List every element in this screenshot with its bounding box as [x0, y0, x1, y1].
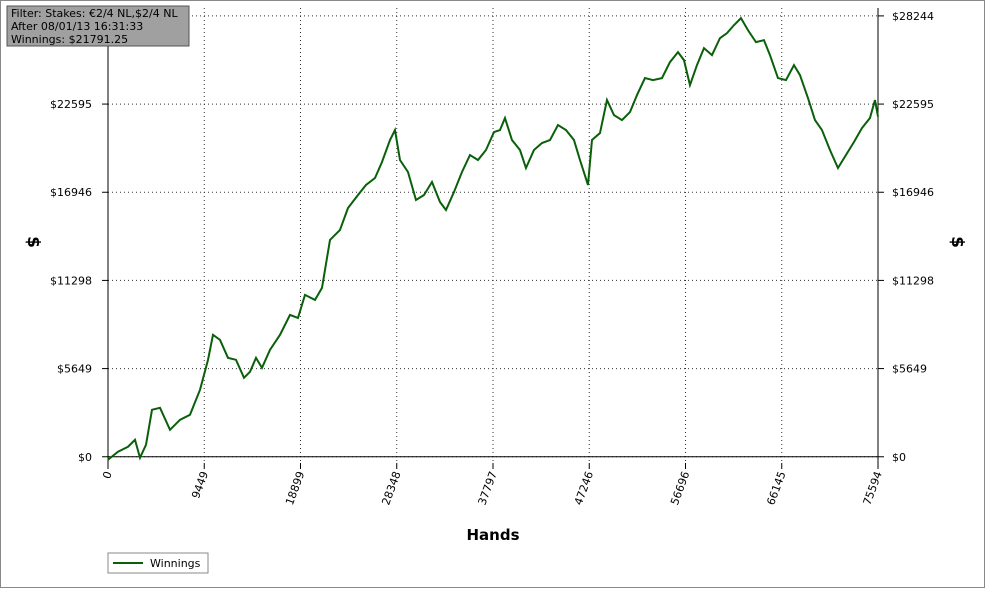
y2-tick-label: $16946 — [892, 186, 934, 199]
x-axis-title: Hands — [466, 526, 519, 544]
legend-box — [107, 552, 209, 574]
y-axis-title: $ — [23, 236, 43, 248]
info-line: Filter: Stakes: €2/4 NL,$2/4 NL — [11, 7, 178, 20]
y2-tick-label: $0 — [892, 451, 906, 464]
plot-area — [108, 8, 878, 463]
y-tick-label: $22595 — [50, 98, 92, 111]
info-line: Winnings: $21791.25 — [11, 33, 128, 46]
legend-label: Winnings — [150, 557, 201, 570]
y2-tick-label: $22595 — [892, 98, 934, 111]
x-tick-label: 0 — [100, 470, 115, 481]
y-tick-label: $0 — [78, 451, 92, 464]
info-line: After 08/01/13 16:31:33 — [11, 20, 143, 33]
y-tick-label: $11298 — [50, 274, 92, 287]
y-tick-label: $16946 — [50, 186, 92, 199]
y2-tick-label: $11298 — [892, 274, 934, 287]
y-tick-label: $5649 — [57, 363, 92, 376]
y2-axis-title: $ — [947, 236, 967, 248]
info-box — [6, 5, 190, 47]
y2-tick-label: $28244 — [892, 10, 934, 23]
y2-tick-label: $5649 — [892, 363, 927, 376]
data-line — [107, 16, 879, 461]
